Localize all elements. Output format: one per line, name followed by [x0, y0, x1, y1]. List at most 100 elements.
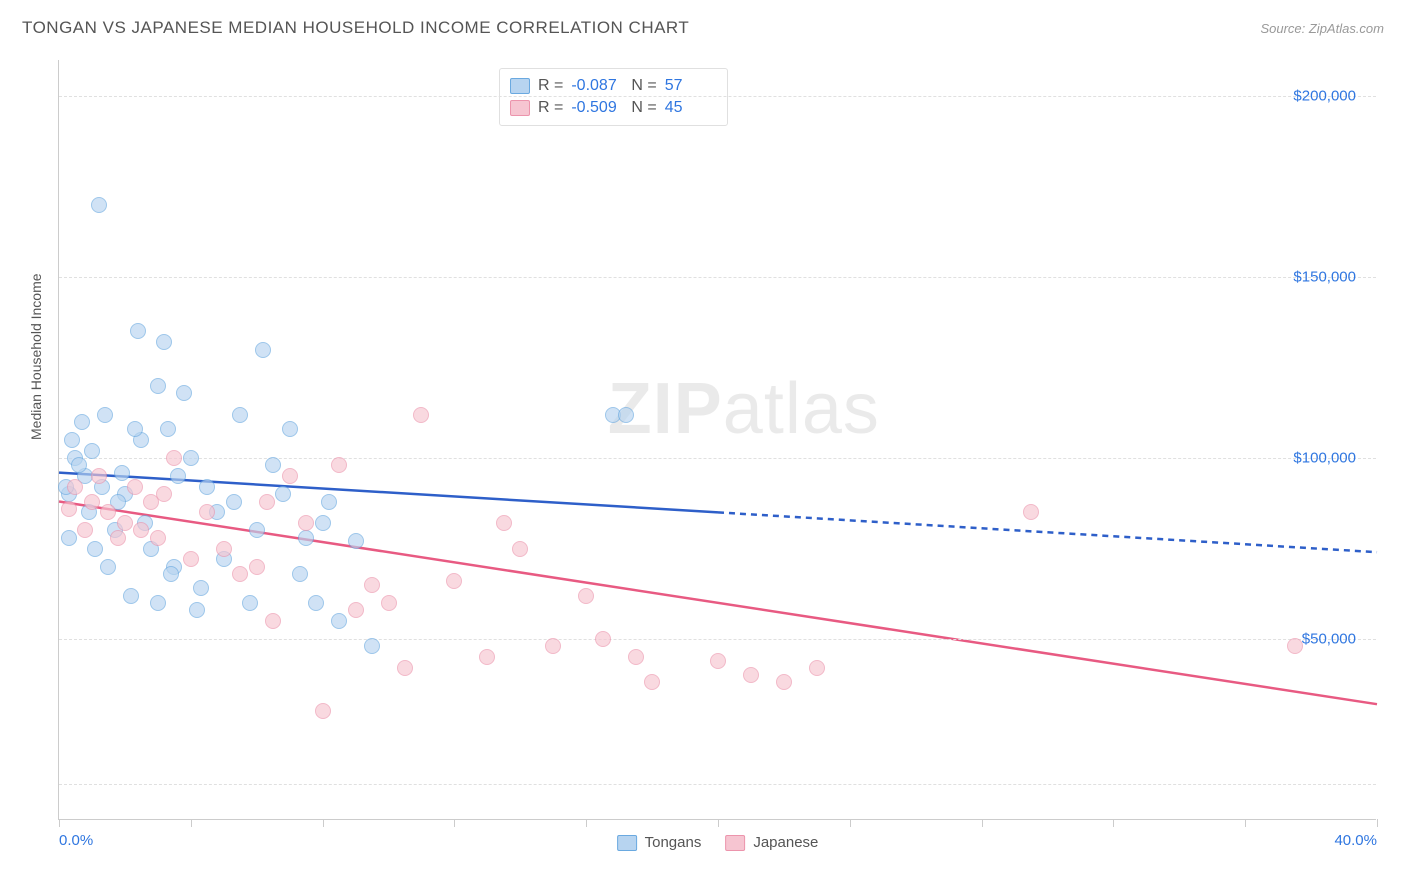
scatter-point-tongans: [249, 522, 265, 538]
scatter-point-tongans: [348, 533, 364, 549]
scatter-point-japanese: [348, 602, 364, 618]
scatter-point-japanese: [249, 559, 265, 575]
scatter-point-japanese: [364, 577, 380, 593]
scatter-point-japanese: [331, 457, 347, 473]
scatter-point-japanese: [216, 541, 232, 557]
scatter-point-japanese: [743, 667, 759, 683]
gridline-h: [59, 96, 1376, 97]
plot-area: ZIPatlas R = -0.087 N = 57 R = -0.509 N …: [58, 60, 1376, 820]
scatter-point-japanese: [100, 504, 116, 520]
chart-container: TONGAN VS JAPANESE MEDIAN HOUSEHOLD INCO…: [10, 10, 1396, 882]
scatter-point-japanese: [110, 530, 126, 546]
scatter-point-japanese: [776, 674, 792, 690]
scatter-point-tongans: [100, 559, 116, 575]
scatter-point-tongans: [170, 468, 186, 484]
scatter-point-japanese: [710, 653, 726, 669]
legend-label-tongans: Tongans: [645, 834, 702, 851]
scatter-point-japanese: [809, 660, 825, 676]
r-label: R =: [538, 77, 563, 95]
scatter-point-japanese: [259, 494, 275, 510]
scatter-point-japanese: [265, 613, 281, 629]
scatter-point-tongans: [282, 421, 298, 437]
scatter-point-tongans: [315, 515, 331, 531]
scatter-point-japanese: [397, 660, 413, 676]
n-value-tongans: 57: [665, 77, 717, 95]
scatter-point-tongans: [265, 457, 281, 473]
scatter-point-tongans: [156, 334, 172, 350]
r-value-tongans: -0.087: [571, 77, 623, 95]
x-tick-label: 40.0%: [1334, 832, 1377, 849]
scatter-point-japanese: [156, 486, 172, 502]
x-tick: [191, 819, 192, 827]
scatter-point-tongans: [130, 323, 146, 339]
scatter-point-tongans: [114, 465, 130, 481]
scatter-point-tongans: [123, 588, 139, 604]
scatter-point-japanese: [446, 573, 462, 589]
chart-title: TONGAN VS JAPANESE MEDIAN HOUSEHOLD INCO…: [22, 18, 689, 38]
gridline-h: [59, 639, 1376, 640]
scatter-point-tongans: [189, 602, 205, 618]
scatter-point-tongans: [331, 613, 347, 629]
r-value-japanese: -0.509: [571, 99, 623, 117]
swatch-tongans: [617, 835, 637, 851]
gridline-h: [59, 277, 1376, 278]
scatter-point-tongans: [71, 457, 87, 473]
scatter-point-tongans: [298, 530, 314, 546]
scatter-point-japanese: [282, 468, 298, 484]
scatter-point-tongans: [127, 421, 143, 437]
scatter-point-japanese: [1287, 638, 1303, 654]
x-tick-label: 0.0%: [59, 832, 93, 849]
x-tick: [1245, 819, 1246, 827]
scatter-point-tongans: [87, 541, 103, 557]
scatter-point-japanese: [77, 522, 93, 538]
x-tick: [454, 819, 455, 827]
scatter-point-japanese: [595, 631, 611, 647]
scatter-point-japanese: [628, 649, 644, 665]
y-tick-label: $150,000: [1293, 269, 1356, 286]
trend-lines-svg: [59, 60, 1376, 819]
x-tick: [718, 819, 719, 827]
scatter-point-japanese: [84, 494, 100, 510]
scatter-point-japanese: [91, 468, 107, 484]
scatter-point-japanese: [166, 450, 182, 466]
scatter-point-japanese: [578, 588, 594, 604]
scatter-point-japanese: [381, 595, 397, 611]
y-tick-label: $50,000: [1302, 631, 1356, 648]
scatter-point-japanese: [61, 501, 77, 517]
x-tick: [586, 819, 587, 827]
x-tick: [323, 819, 324, 827]
scatter-point-japanese: [199, 504, 215, 520]
source-name: ZipAtlas.com: [1309, 21, 1384, 36]
scatter-point-tongans: [321, 494, 337, 510]
scatter-point-japanese: [183, 551, 199, 567]
legend-item-tongans: Tongans: [617, 834, 702, 851]
n-label: N =: [631, 77, 656, 95]
source-credit: Source: ZipAtlas.com: [1260, 21, 1384, 36]
scatter-point-tongans: [150, 595, 166, 611]
y-axis-label: Median Household Income: [28, 273, 44, 440]
legend-stats-row-japanese: R = -0.509 N = 45: [510, 97, 717, 119]
scatter-point-japanese: [127, 479, 143, 495]
scatter-point-tongans: [74, 414, 90, 430]
gridline-h: [59, 784, 1376, 785]
y-tick-label: $200,000: [1293, 88, 1356, 105]
scatter-point-tongans: [84, 443, 100, 459]
swatch-tongans: [510, 78, 530, 94]
scatter-point-tongans: [292, 566, 308, 582]
scatter-point-japanese: [298, 515, 314, 531]
gridline-h: [59, 458, 1376, 459]
scatter-point-tongans: [275, 486, 291, 502]
legend-stats-row-tongans: R = -0.087 N = 57: [510, 75, 717, 97]
scatter-point-japanese: [545, 638, 561, 654]
scatter-point-tongans: [97, 407, 113, 423]
y-tick-label: $100,000: [1293, 450, 1356, 467]
scatter-point-tongans: [199, 479, 215, 495]
x-tick: [59, 819, 60, 827]
trendline-tongans-dashed: [718, 512, 1377, 552]
scatter-point-tongans: [242, 595, 258, 611]
scatter-point-tongans: [226, 494, 242, 510]
scatter-point-japanese: [232, 566, 248, 582]
x-tick: [850, 819, 851, 827]
scatter-point-tongans: [618, 407, 634, 423]
scatter-point-japanese: [413, 407, 429, 423]
